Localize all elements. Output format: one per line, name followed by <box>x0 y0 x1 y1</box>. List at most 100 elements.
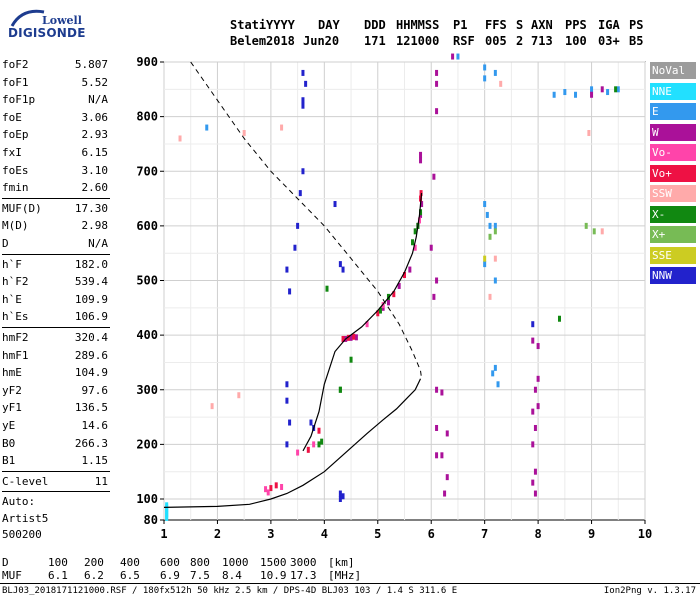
virtual-height-trace <box>302 193 423 452</box>
ionogram-chart: 1 2 3 4 5 6 7 8 9 10 80 100 200 300 400 500 600 700 800 900 <box>136 53 652 541</box>
echo-mark <box>296 222 300 229</box>
logo-arc-icon <box>10 9 45 27</box>
echo-mark <box>531 408 535 415</box>
echo-mark <box>419 209 423 216</box>
param-separator <box>2 197 110 199</box>
param-label: Artist5 <box>2 511 49 525</box>
echo-mark <box>483 64 487 71</box>
echo-mark <box>338 490 342 497</box>
param-row: D N/A <box>2 237 110 255</box>
param-row: hmE 104.9 <box>2 366 110 384</box>
param-value: 182.0 <box>74 257 108 271</box>
echo-mark <box>429 244 433 251</box>
echo-mark <box>531 337 535 344</box>
header-value: 2 <box>516 34 524 48</box>
echo-mark <box>536 375 540 382</box>
echo-mark <box>483 261 487 268</box>
footer-value: 600 <box>160 556 180 569</box>
echo-mark <box>346 334 350 341</box>
x-tick-label: 1 <box>160 527 167 541</box>
param-row: Auto: <box>2 495 110 513</box>
echo-mark <box>445 474 449 481</box>
param-label: fmin <box>2 181 29 195</box>
echo-mark <box>531 479 535 486</box>
version-label: Ion2Png v. 1.3.17 <box>603 586 696 596</box>
echo-mark <box>352 333 356 340</box>
header-value: 03+ <box>598 34 620 48</box>
echo-mark <box>493 277 497 284</box>
param-row: B0 266.3 <box>2 437 110 455</box>
echo-mark <box>552 91 556 98</box>
header-value: 005 <box>485 34 507 48</box>
echo-mark <box>376 310 380 317</box>
param-value: 2.98 <box>81 219 109 233</box>
echo-mark <box>440 389 444 396</box>
echo-mark <box>274 482 278 489</box>
echo-mark <box>483 201 487 208</box>
profile-true-height-line <box>163 378 422 508</box>
legend-entry: NNE <box>650 82 696 100</box>
x-tick-label: 7 <box>481 527 488 541</box>
header-value: 100 <box>565 34 587 48</box>
echo-mark <box>584 222 588 229</box>
echo-mark <box>237 392 241 399</box>
header-label: P1 <box>453 18 468 32</box>
echo-mark <box>456 53 460 60</box>
header-label: S <box>516 18 524 32</box>
echo-mark <box>533 490 537 497</box>
param-row: foEs 3.10 <box>2 164 110 182</box>
echo-mark <box>341 266 345 273</box>
header-label: AXN <box>531 18 553 32</box>
param-value: 3.06 <box>81 110 109 124</box>
file-info: BLJ03_2018171121000.RSF / 180fx512h 50 k… <box>2 586 458 596</box>
echo-mark <box>432 293 436 300</box>
echo-mark <box>288 288 292 295</box>
echo-mark <box>301 168 305 175</box>
footer-value: 6.1 <box>48 569 68 582</box>
echo-mark <box>600 228 604 235</box>
param-value: 136.5 <box>74 401 108 415</box>
x-tick-label: 6 <box>428 527 435 541</box>
footer-value: 400 <box>120 556 140 569</box>
legend-entry: SSE <box>650 246 696 264</box>
footer-value: 1000 <box>222 556 249 569</box>
param-label: yF1 <box>2 401 22 415</box>
param-value: 3.10 <box>81 163 109 177</box>
param-label: hmF1 <box>2 348 29 362</box>
param-value: 289.6 <box>74 348 108 362</box>
legend-entry: W <box>650 123 696 141</box>
header-label: DAY <box>318 18 340 32</box>
echo-mark <box>533 424 537 431</box>
echo-mark <box>298 190 302 197</box>
header-label: PPS <box>565 18 587 32</box>
x-tick-label: 2 <box>214 527 221 541</box>
y-tick-label: 500 <box>136 274 158 288</box>
param-label: yF2 <box>2 383 22 397</box>
legend-entry: E <box>650 103 696 120</box>
param-row: foE 3.06 <box>2 111 110 129</box>
param-label: h`Es <box>2 310 29 324</box>
echo-mark <box>210 403 214 410</box>
footer-row-label: MUF <box>2 569 22 582</box>
echo-mark <box>392 291 396 298</box>
param-value: 5.807 <box>74 58 108 71</box>
echo-mark <box>341 335 345 342</box>
echo-mark <box>419 151 423 158</box>
param-label: B1 <box>2 454 16 468</box>
footer-value: 800 <box>190 556 210 569</box>
param-label: hmF2 <box>2 331 29 344</box>
header-label: PS <box>629 18 644 32</box>
echo-mark <box>563 89 567 96</box>
param-label: h`E <box>2 292 22 306</box>
echo-mark <box>485 211 489 218</box>
echo-mark <box>451 53 455 60</box>
echo-mark <box>435 452 439 459</box>
y-tick-label: 800 <box>136 110 158 124</box>
echo-mark <box>269 485 273 492</box>
echo-mark <box>493 364 497 371</box>
param-value: 1.15 <box>81 454 109 468</box>
param-value: 14.6 <box>81 419 109 432</box>
param-row: foEp 2.93 <box>2 128 110 146</box>
echo-mark <box>435 69 439 76</box>
param-value: 266.3 <box>74 436 108 450</box>
